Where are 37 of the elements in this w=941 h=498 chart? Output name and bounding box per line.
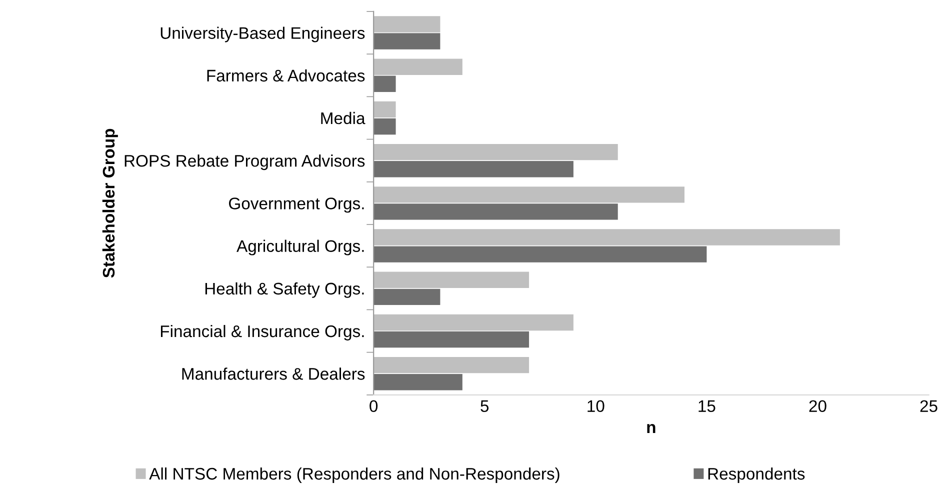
x-tick-label: 0 — [370, 400, 378, 412]
bar — [374, 331, 530, 348]
bar — [374, 186, 684, 203]
bar — [374, 161, 574, 178]
y-tick-label: Agricultural Orgs. — [236, 240, 364, 256]
y-tick-label: Manufacturers & Dealers — [182, 368, 365, 380]
x-tick-label: 5 — [480, 400, 489, 412]
bar — [374, 76, 396, 92]
y-tick-label: Health & Safety Orgs. — [205, 282, 364, 298]
bar — [374, 33, 440, 50]
y-tick-label: Farmers & Advocates — [207, 69, 365, 82]
bar — [374, 16, 440, 32]
y-tick-label: ROPS Rebate Program Advisors — [124, 154, 365, 170]
bar — [374, 288, 440, 306]
bar — [374, 204, 618, 220]
y-tick-label: University-Based Engineers — [160, 26, 365, 42]
y-tick-label: Financial & Insurance Orgs. — [160, 324, 364, 340]
bar — [374, 144, 618, 160]
legend-label: All NTSC Members (Responders and Non-Responders) — [149, 467, 560, 483]
x-axis-title: n — [647, 424, 656, 433]
bar — [374, 246, 707, 262]
bar — [374, 314, 574, 331]
x-tick-label: 15 — [698, 400, 716, 412]
y-tick-label: Media — [321, 112, 366, 124]
y-axis-title: Stakeholder Group — [102, 128, 118, 278]
bar — [374, 272, 530, 288]
bar — [374, 101, 396, 118]
x-tick-label: 10 — [588, 400, 604, 412]
y-tick-label: Government Orgs. — [229, 198, 364, 213]
bar — [374, 374, 462, 390]
bar — [374, 118, 396, 135]
x-tick-label: 20 — [809, 400, 826, 412]
legend-label: Respondents — [708, 467, 805, 483]
bar — [374, 229, 840, 246]
bar — [374, 356, 530, 374]
x-tick-label: 25 — [920, 400, 938, 412]
bar — [374, 58, 462, 75]
